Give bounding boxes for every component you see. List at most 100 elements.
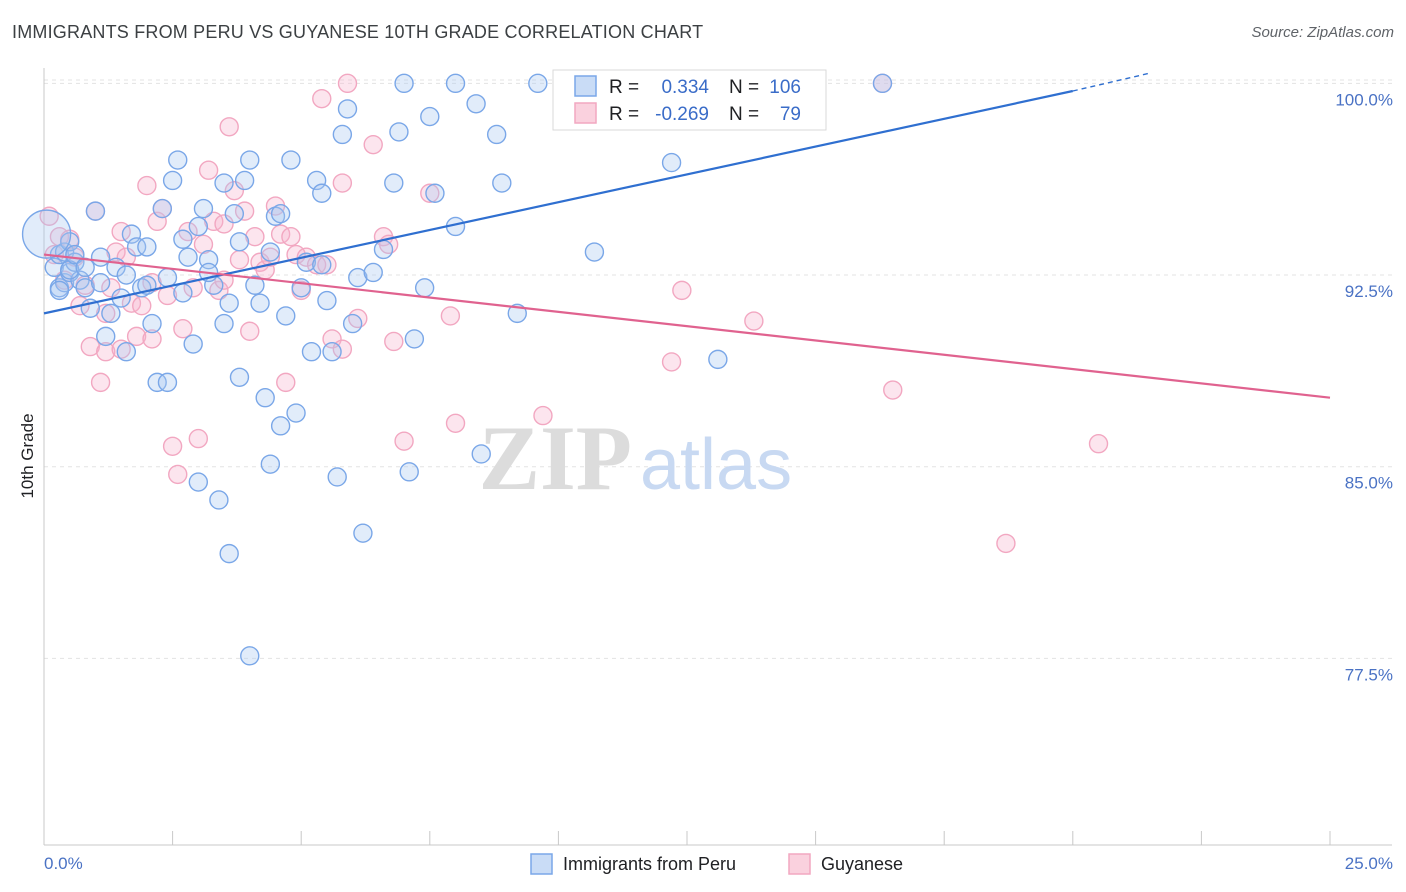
- scatter-point-peru[interactable]: [389, 122, 409, 142]
- scatter-point-peru[interactable]: [183, 334, 203, 354]
- scatter-point-guyanese[interactable]: [219, 117, 239, 137]
- scatter-point-peru[interactable]: [486, 124, 507, 145]
- scatter-point-peru[interactable]: [327, 467, 347, 487]
- scatter-point-peru[interactable]: [234, 170, 255, 191]
- scatter-point-peru[interactable]: [528, 73, 548, 94]
- scatter-point-peru[interactable]: [214, 313, 234, 334]
- scatter-point-peru[interactable]: [466, 94, 486, 114]
- scatter-point-peru[interactable]: [661, 152, 682, 173]
- scatter-point-guyanese[interactable]: [1088, 434, 1109, 454]
- scatter-point-guyanese[interactable]: [214, 214, 234, 234]
- scatter-point-guyanese[interactable]: [101, 278, 121, 298]
- scatter-point-peru[interactable]: [260, 454, 281, 474]
- scatter-point-peru[interactable]: [188, 216, 209, 237]
- scatter-point-peru[interactable]: [209, 490, 229, 510]
- scatter-point-peru[interactable]: [245, 275, 265, 295]
- scatter-point-peru[interactable]: [342, 313, 363, 334]
- scatter-point-peru[interactable]: [60, 260, 80, 280]
- scatter-point-peru[interactable]: [173, 283, 193, 303]
- scatter-point-guyanese[interactable]: [90, 372, 111, 393]
- scatter-point-peru[interactable]: [75, 278, 95, 298]
- scatter-point-peru[interactable]: [301, 342, 322, 362]
- scatter-point-guyanese[interactable]: [420, 183, 440, 203]
- scatter-point-peru[interactable]: [394, 73, 414, 94]
- scatter-point-peru[interactable]: [137, 237, 157, 257]
- scatter-point-peru[interactable]: [317, 290, 337, 311]
- scatter-point-peru[interactable]: [147, 372, 167, 393]
- scatter-point-guyanese[interactable]: [440, 306, 461, 326]
- scatter-point-guyanese[interactable]: [276, 372, 296, 393]
- scatter-point-peru[interactable]: [224, 203, 245, 224]
- scatter-point-guyanese[interactable]: [394, 431, 414, 451]
- scatter-point-peru[interactable]: [872, 73, 893, 94]
- scatter-point-guyanese[interactable]: [132, 296, 152, 316]
- scatter-point-peru[interactable]: [425, 183, 445, 203]
- scatter-point-peru[interactable]: [492, 173, 512, 193]
- scatter-point-peru[interactable]: [286, 403, 306, 423]
- scatter-point-guyanese[interactable]: [883, 380, 903, 400]
- legend-label-guyanese[interactable]: Guyanese: [821, 854, 903, 874]
- scatter-point-guyanese[interactable]: [183, 278, 203, 298]
- scatter-point-guyanese[interactable]: [80, 336, 100, 357]
- scatter-point-peru[interactable]: [276, 306, 296, 326]
- scatter-point-peru[interactable]: [116, 265, 137, 285]
- scatter-point-guyanese[interactable]: [193, 234, 214, 255]
- scatter-point-peru-large[interactable]: [21, 209, 72, 259]
- scatter-point-peru[interactable]: [188, 472, 209, 492]
- scatter-point-guyanese[interactable]: [168, 464, 188, 485]
- scatter-point-guyanese[interactable]: [332, 173, 353, 193]
- scatter-point-guyanese[interactable]: [744, 311, 764, 331]
- scatter-point-guyanese[interactable]: [317, 255, 337, 275]
- scatter-point-guyanese[interactable]: [142, 272, 162, 293]
- scatter-point-guyanese[interactable]: [96, 342, 116, 362]
- scatter-point-guyanese[interactable]: [533, 405, 553, 426]
- legend-swatch-immigrants-from-peru[interactable]: [530, 853, 553, 875]
- scatter-point-peru[interactable]: [152, 198, 173, 219]
- scatter-point-peru[interactable]: [162, 170, 183, 191]
- scatter-point-peru[interactable]: [85, 201, 106, 221]
- scatter-point-peru[interactable]: [399, 462, 419, 482]
- scatter-point-peru[interactable]: [90, 272, 111, 293]
- scatter-point-peru[interactable]: [353, 523, 373, 543]
- scatter-point-guyanese[interactable]: [188, 428, 209, 449]
- scatter-point-guyanese[interactable]: [198, 160, 219, 180]
- scatter-point-peru[interactable]: [178, 247, 198, 267]
- scatter-point-guyanese[interactable]: [384, 331, 404, 352]
- scatter-point-peru[interactable]: [404, 329, 425, 349]
- scatter-point-guyanese[interactable]: [996, 533, 1016, 554]
- scatter-point-peru[interactable]: [265, 206, 286, 226]
- scatter-point-guyanese[interactable]: [363, 134, 383, 155]
- scatter-point-peru[interactable]: [116, 342, 137, 362]
- scatter-point-peru[interactable]: [240, 646, 260, 666]
- scatter-point-peru[interactable]: [193, 198, 214, 219]
- scatter-point-peru[interactable]: [260, 242, 281, 262]
- scatter-point-peru[interactable]: [157, 372, 178, 393]
- scatter-point-peru[interactable]: [101, 303, 121, 324]
- scatter-point-peru[interactable]: [414, 278, 435, 298]
- scatter-point-guyanese[interactable]: [260, 247, 281, 267]
- legend-label-immigrants-from-peru[interactable]: Immigrants from Peru: [563, 854, 736, 874]
- scatter-point-peru[interactable]: [173, 229, 193, 249]
- scatter-point-peru[interactable]: [229, 367, 250, 387]
- scatter-point-peru[interactable]: [250, 293, 270, 313]
- scatter-point-peru[interactable]: [445, 73, 466, 94]
- scatter-point-guyanese[interactable]: [672, 280, 692, 301]
- scatter-point-peru[interactable]: [420, 106, 440, 127]
- scatter-point-guyanese[interactable]: [162, 436, 183, 456]
- scatter-point-peru[interactable]: [373, 239, 394, 260]
- scatter-point-peru[interactable]: [270, 203, 291, 224]
- scatter-point-guyanese[interactable]: [126, 326, 147, 347]
- scatter-point-peru[interactable]: [219, 293, 239, 313]
- scatter-point-peru[interactable]: [363, 262, 383, 283]
- scatter-point-peru[interactable]: [255, 388, 275, 408]
- scatter-point-guyanese[interactable]: [245, 226, 265, 247]
- scatter-point-peru[interactable]: [281, 150, 301, 170]
- scatter-point-guyanese[interactable]: [111, 339, 131, 359]
- scatter-point-peru[interactable]: [584, 242, 605, 262]
- scatter-point-guyanese[interactable]: [173, 319, 193, 339]
- scatter-point-peru[interactable]: [312, 183, 332, 203]
- scatter-point-peru[interactable]: [332, 124, 353, 145]
- scatter-point-guyanese[interactable]: [312, 88, 332, 109]
- scatter-point-guyanese[interactable]: [337, 73, 358, 94]
- scatter-point-peru[interactable]: [337, 99, 358, 119]
